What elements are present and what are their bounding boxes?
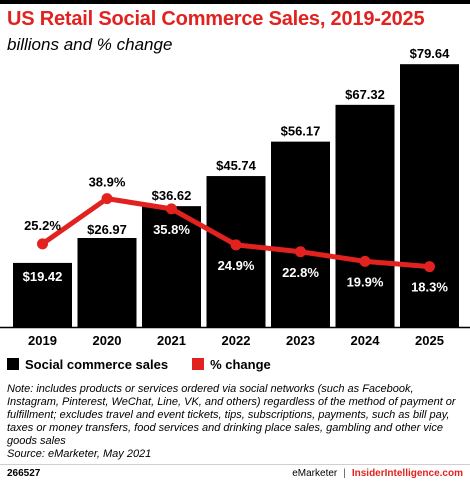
x-tick-2022: 2022 [222, 333, 251, 348]
pct-point-2025 [424, 261, 435, 273]
chart-plot: $19.42 $26.97 $36.62 $45.74 $56.17 $67.32 $79.… [0, 46, 470, 348]
chart-note: Note: includes products or services orde… [7, 383, 456, 447]
legend-label-sales: Social commerce sales [25, 356, 169, 372]
x-tick-2021: 2021 [157, 333, 186, 348]
legend-swatch-sales [7, 358, 19, 370]
chart-id: 266527 [7, 468, 41, 479]
bar-label-2019: $19.42 [23, 269, 63, 284]
bar-2021 [142, 206, 201, 327]
footer-brand: eMarketer | InsiderIntelligence.com [292, 468, 463, 479]
pct-label-2019: 25.2% [24, 218, 61, 233]
pct-point-2020 [101, 193, 113, 205]
bar-2025 [400, 64, 459, 328]
bar-label-2022: $45.74 [216, 158, 257, 173]
bar-2020 [77, 237, 137, 327]
pct-label-2022: 24.9% [218, 258, 255, 273]
legend-label-change: % change [210, 356, 271, 372]
brand-separator: | [343, 468, 346, 479]
top-accent-bar [0, 0, 470, 4]
bar-2019 [13, 262, 72, 327]
bar-label-2020: $26.97 [87, 222, 127, 237]
bar-label-2021: $36.62 [152, 188, 192, 203]
bar-label-2024: $67.32 [345, 87, 385, 102]
bar-label-2025: $79.64 [410, 46, 451, 61]
pct-point-2023 [295, 246, 306, 258]
pct-point-2022 [230, 239, 242, 251]
chart-subtitle: billions and % change [7, 35, 173, 54]
x-tick-2019: 2019 [28, 333, 57, 348]
x-tick-2024: 2024 [351, 333, 381, 348]
x-tick-2025: 2025 [415, 333, 444, 348]
chart-title: US Retail Social Commerce Sales, 2019-20… [7, 8, 425, 30]
pct-label-2023: 22.8% [282, 265, 319, 280]
pct-label-2020: 38.9% [89, 175, 126, 190]
x-tick-2023: 2023 [286, 333, 315, 348]
footer-divider [0, 464, 470, 465]
legend-item-sales: Social commerce sales [7, 357, 168, 372]
bar-2022 [206, 176, 266, 327]
pct-label-2025: 18.3% [411, 280, 448, 295]
x-tick-2020: 2020 [93, 333, 122, 348]
pct-point-2024 [359, 255, 371, 267]
chart-legend: Social commerce sales % change [7, 356, 295, 372]
legend-item-change: % change [192, 357, 271, 372]
bar-label-2023: $56.17 [281, 124, 321, 139]
brand-emarketer: eMarketer [292, 468, 338, 479]
bar-2023 [271, 141, 330, 327]
pct-label-2021: 35.8% [153, 222, 190, 237]
brand-insider-intelligence-link[interactable]: InsiderIntelligence.com [351, 468, 463, 479]
pct-point-2021 [166, 203, 177, 215]
pct-point-2019 [37, 238, 48, 250]
bar-2024 [335, 104, 395, 328]
pct-label-2024: 19.9% [347, 274, 384, 289]
legend-swatch-change [192, 358, 205, 370]
chart-source: Source: eMarketer, May 2021 [7, 448, 152, 460]
